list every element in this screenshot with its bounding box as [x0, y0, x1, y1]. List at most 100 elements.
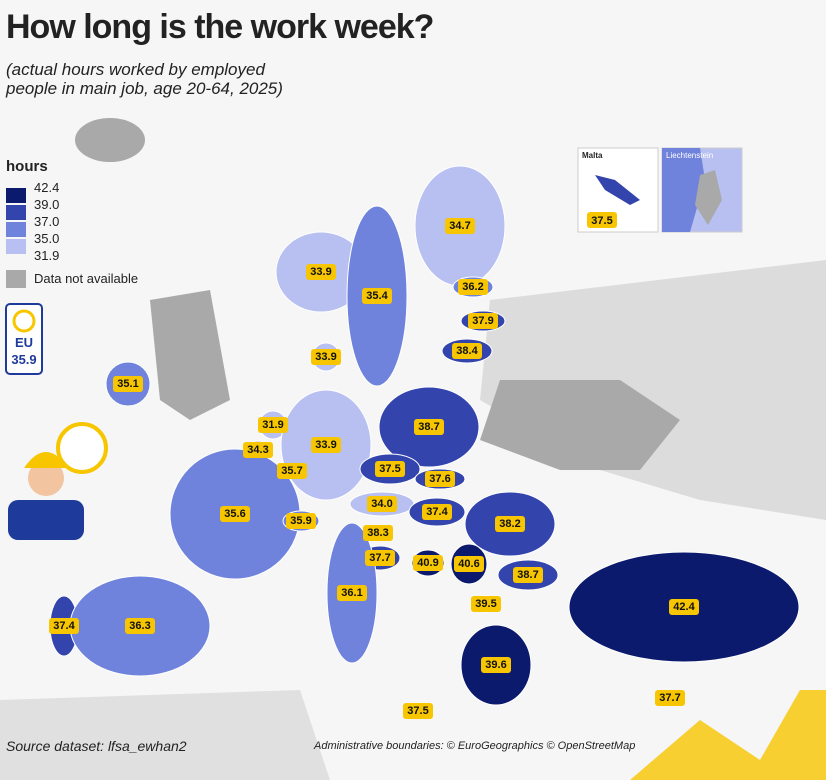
legend-break: 35.0 — [34, 231, 60, 246]
legend-swatch — [6, 239, 26, 254]
value-label: 36.3 — [129, 620, 150, 632]
land-non-eu — [480, 260, 826, 520]
value-label: 39.6 — [485, 659, 506, 671]
value-box — [311, 349, 341, 365]
value-label: 33.9 — [315, 439, 336, 451]
inset-title: Malta — [582, 151, 603, 160]
value-box — [422, 504, 452, 520]
legend-na: Data not available — [34, 271, 139, 286]
value-label: 35.7 — [281, 465, 302, 477]
eu-value: 35.9 — [11, 352, 36, 367]
decoration — [630, 690, 826, 780]
legend-swatch — [6, 188, 26, 203]
value-box — [403, 703, 433, 719]
value-label: 37.5 — [379, 463, 400, 475]
value-label: 40.9 — [417, 557, 438, 569]
value-box — [513, 567, 543, 583]
value-box — [468, 313, 498, 329]
value-box — [337, 585, 367, 601]
value-box — [311, 437, 341, 453]
legend-swatch — [6, 205, 26, 220]
value-label: 37.4 — [426, 506, 448, 518]
value-label: 38.3 — [367, 527, 388, 539]
value-box — [365, 550, 395, 566]
value-box — [243, 442, 273, 458]
value-box — [49, 618, 79, 634]
value-box — [481, 657, 511, 673]
value-box — [669, 599, 699, 615]
value-box — [306, 264, 336, 280]
clock-icon — [12, 309, 36, 333]
value-box — [414, 419, 444, 435]
inset-title: Liechtenstein — [666, 151, 713, 160]
regions: 34.7 33.9 35.4 36.2 37.9 38.4 33.9 35.1 38.7 31.9… — [49, 165, 800, 719]
legend-break: 37.0 — [34, 214, 60, 229]
value-label: 38.4 — [456, 345, 478, 357]
worker-icon — [8, 500, 84, 540]
value-box — [458, 279, 488, 295]
land-na — [75, 118, 145, 162]
value-label: 33.9 — [315, 351, 336, 363]
value-box — [413, 555, 443, 571]
value-box — [425, 471, 455, 487]
attribution: Administrative boundaries: © EuroGeograp… — [314, 740, 636, 752]
value-label: 37.6 — [429, 473, 450, 485]
value-label: 35.6 — [224, 508, 245, 520]
value-label: 36.1 — [341, 587, 362, 599]
value-label: 37.4 — [53, 620, 75, 632]
value-label: 38.2 — [499, 518, 520, 530]
value-label: 37.7 — [369, 552, 390, 564]
value-box — [495, 516, 525, 532]
land-non-eu — [0, 690, 330, 780]
value-box — [220, 506, 250, 522]
value-box — [367, 496, 397, 512]
value-label: 35.4 — [366, 290, 388, 302]
value-label: 33.9 — [310, 266, 331, 278]
value-box — [113, 376, 143, 392]
legend-title: hours — [6, 158, 48, 175]
land-na — [150, 290, 230, 420]
value-box — [655, 690, 685, 706]
value-box — [362, 288, 392, 304]
inset-land — [662, 148, 705, 232]
value-box — [375, 461, 405, 477]
value-box — [286, 513, 316, 529]
value-label: 37.9 — [472, 315, 493, 327]
value-label: 42.4 — [673, 601, 695, 613]
value-box — [258, 417, 288, 433]
value-label: 37.7 — [659, 692, 680, 704]
legend-break: 39.0 — [34, 197, 60, 212]
value-label: 40.6 — [458, 558, 479, 570]
value-label: 36.2 — [462, 281, 483, 293]
value-box — [125, 618, 155, 634]
value-box — [454, 556, 484, 572]
value-box — [363, 525, 393, 541]
value-label: 39.5 — [475, 598, 496, 610]
worker-helmet — [24, 452, 68, 468]
value-box — [452, 343, 482, 359]
eu-label: EU — [15, 335, 33, 350]
value-label: 35.9 — [290, 515, 311, 527]
value-label: 37.5 — [591, 215, 612, 227]
liechtenstein-shape — [695, 170, 722, 225]
title: How long is the work week? — [6, 8, 434, 46]
value-label: 34.7 — [449, 220, 470, 232]
value-box — [277, 463, 307, 479]
legend-swatch-na — [6, 270, 26, 288]
value-label: 34.3 — [247, 444, 268, 456]
value-box — [587, 212, 617, 228]
value-label: 35.1 — [117, 378, 138, 390]
subtitle: (actual hours worked by employed people … — [6, 60, 283, 98]
legend-break: 31.9 — [34, 248, 60, 263]
worker-head — [28, 460, 64, 496]
clock-icon — [56, 422, 108, 474]
value-label: 34.0 — [371, 498, 392, 510]
legend-break: 42.4 — [34, 180, 60, 195]
malta-shape — [595, 175, 640, 205]
source: Source dataset: lfsa_ewhan2 — [6, 738, 187, 754]
value-label: 38.7 — [418, 421, 439, 433]
land-na — [480, 380, 680, 470]
value-label: 37.5 — [407, 705, 428, 717]
